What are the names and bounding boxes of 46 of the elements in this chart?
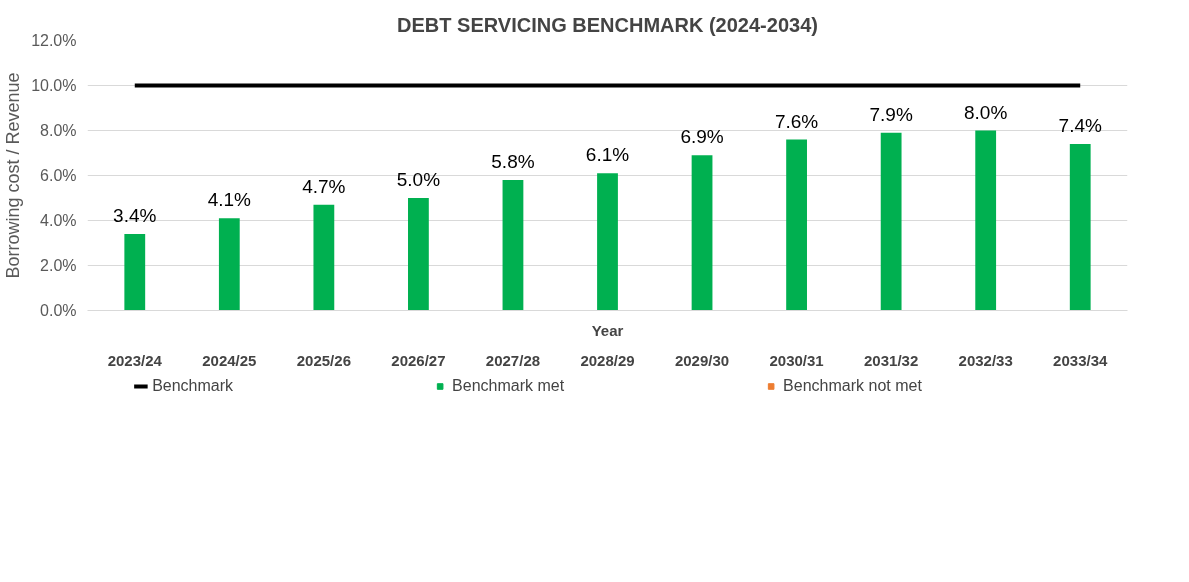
x-tick-label: 2023/24 (107, 351, 163, 369)
chart-title: DEBT SERVICING BENCHMARK (2024-2034) (397, 13, 818, 36)
x-tick-label: 2031/32 (864, 351, 919, 369)
y-tick-label: 12.0% (31, 32, 77, 49)
x-tick-label: 2033/34 (1053, 351, 1108, 369)
data-label: 6.1% (585, 144, 630, 166)
data-label: 7.4% (1058, 115, 1102, 136)
bar (218, 218, 240, 311)
y-tick-label: 4.0% (40, 212, 77, 229)
y-tick-label: 8.0% (40, 122, 77, 139)
x-tick-label: 2028/29 (580, 351, 635, 369)
legend-label: Benchmark met (452, 377, 565, 395)
bar (408, 198, 429, 311)
data-label: 7.9% (869, 103, 913, 125)
bar (880, 132, 902, 311)
x-tick-label: 2024/25 (202, 351, 257, 369)
data-label: 3.4% (113, 205, 157, 226)
x-axis-title: Year (591, 321, 624, 339)
data-label: 4.7% (302, 175, 346, 197)
y-tick-label: 6.0% (40, 167, 77, 184)
bar (124, 234, 146, 311)
y-tick-label: 10.0% (31, 77, 77, 94)
bar (786, 139, 807, 311)
data-label: 8.0% (964, 101, 1008, 123)
x-tick-label: 2030/31 (769, 351, 824, 369)
data-label: 5.8% (491, 151, 535, 172)
x-tick-label: 2025/26 (296, 351, 351, 369)
bar (502, 180, 524, 311)
x-tick-label: 2032/33 (958, 351, 1013, 369)
bar (691, 155, 713, 311)
bar (313, 204, 335, 311)
legend-label: Benchmark (152, 377, 234, 395)
y-tick-label: 2.0% (40, 257, 77, 274)
bar (975, 130, 997, 311)
y-tick-label: 0.0% (40, 302, 77, 319)
bar (597, 173, 618, 311)
data-label: 5.0% (396, 169, 441, 190)
x-tick-label: 2029/30 (674, 351, 730, 369)
x-tick-label: 2027/28 (485, 351, 541, 369)
data-label: 4.1% (207, 189, 252, 211)
data-label: 6.9% (680, 126, 724, 148)
data-label: 7.6% (774, 110, 819, 132)
bar (1069, 144, 1091, 311)
x-tick-label: 2026/27 (391, 351, 446, 369)
legend-label: Benchmark not met (783, 377, 922, 395)
y-axis-title: Borrowing cost / Revenue (3, 72, 24, 279)
